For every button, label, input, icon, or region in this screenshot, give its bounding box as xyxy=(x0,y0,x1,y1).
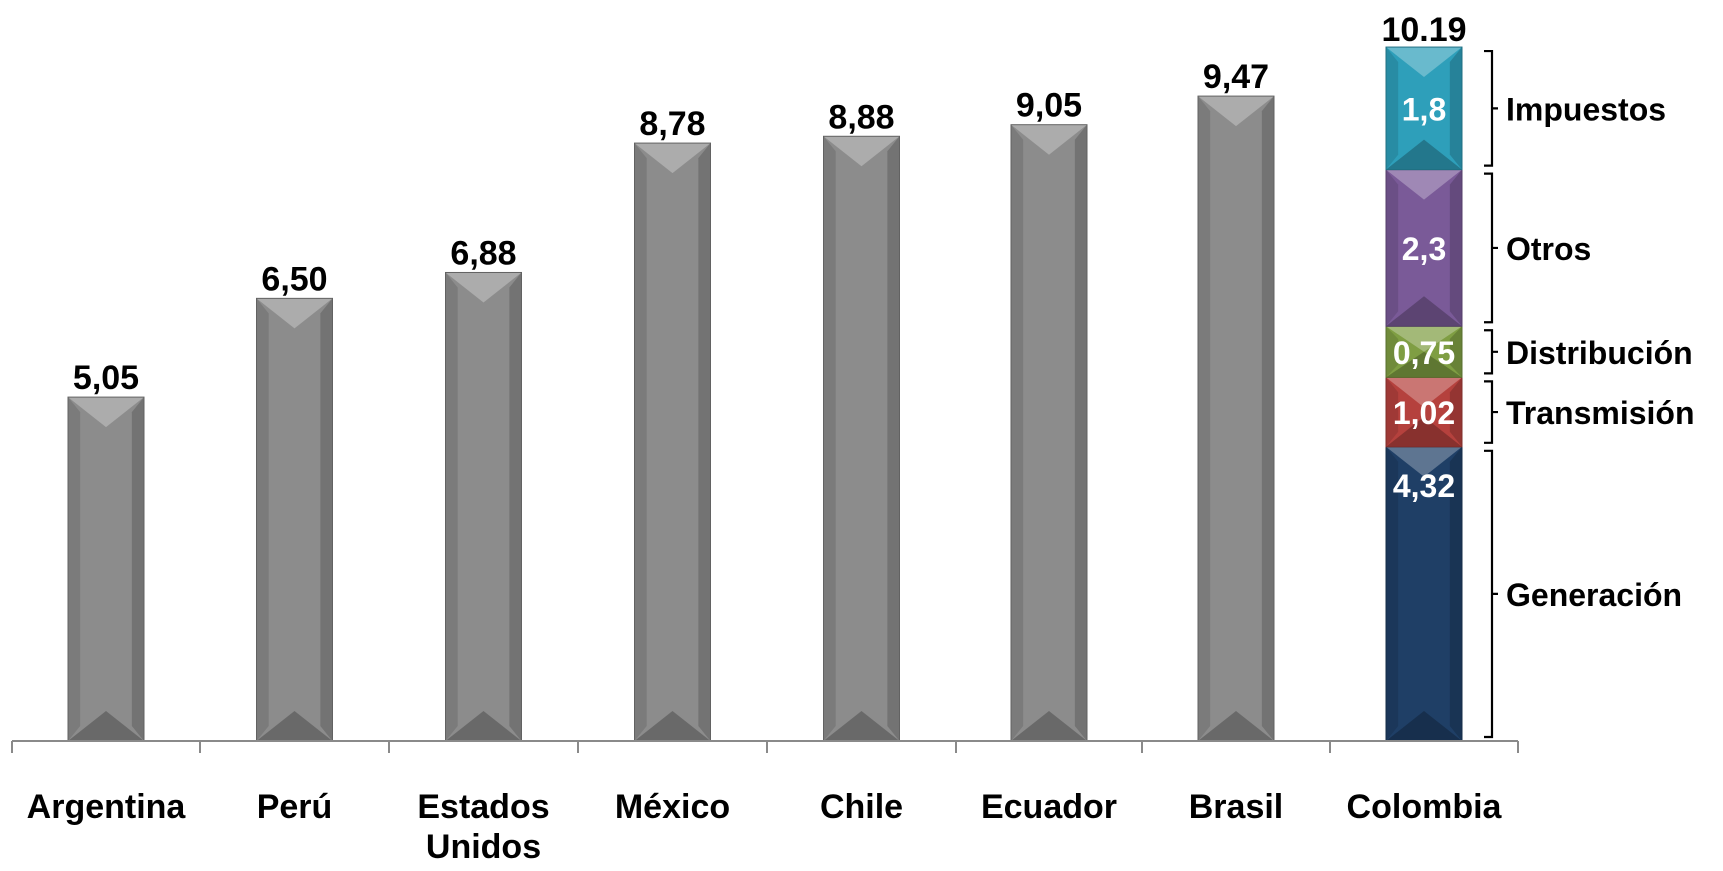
bar xyxy=(256,297,333,742)
bracket xyxy=(1484,172,1498,324)
data-label: 6,88 xyxy=(450,234,516,272)
bracket xyxy=(1484,49,1498,167)
x-tick-label: Perú xyxy=(257,788,333,826)
stacked-segment xyxy=(1385,46,1463,171)
data-label: 9,05 xyxy=(1016,87,1082,125)
stacked-segment xyxy=(1385,446,1463,742)
segment-name: Generación xyxy=(1506,577,1682,613)
bar xyxy=(67,396,145,742)
bar xyxy=(1010,124,1088,742)
x-tick-label: México xyxy=(615,788,730,826)
x-tick-label: Colombia xyxy=(1347,788,1503,826)
x-tick-label: Brasil xyxy=(1189,788,1284,826)
stacked-segment-body xyxy=(1386,446,1462,741)
total-label: 10.19 xyxy=(1381,11,1466,49)
x-axis xyxy=(11,740,1519,753)
bar xyxy=(1197,95,1275,742)
data-label: 9,47 xyxy=(1203,58,1269,96)
segment-label: 1,02 xyxy=(1393,395,1455,431)
stacked-segment xyxy=(1385,376,1463,448)
bar-body xyxy=(823,136,900,742)
stacked-segment xyxy=(1385,169,1463,327)
data-label: 5,05 xyxy=(73,359,139,397)
x-tick-label: Argentina xyxy=(27,788,187,826)
bar-body xyxy=(1198,96,1274,741)
data-label: 6,50 xyxy=(261,260,327,298)
bar-body xyxy=(256,298,333,741)
bar xyxy=(445,271,522,742)
bar xyxy=(634,142,711,742)
segment-name: Impuestos xyxy=(1506,91,1666,127)
bar-body xyxy=(68,397,144,741)
x-tick-label: Unidos xyxy=(426,828,541,866)
bracket xyxy=(1484,449,1498,739)
bar-body xyxy=(634,143,711,741)
segment-label: 4,32 xyxy=(1393,468,1455,504)
segment-label: 2,3 xyxy=(1402,231,1446,267)
segment-name: Otros xyxy=(1506,231,1591,267)
data-label: 8,88 xyxy=(828,98,894,136)
bar-body xyxy=(445,272,522,741)
segment-name: Transmisión xyxy=(1506,395,1695,431)
segment-label: 1,8 xyxy=(1402,91,1446,127)
segment-label: 0,75 xyxy=(1393,335,1455,371)
bar-body xyxy=(1011,124,1087,741)
bracket xyxy=(1484,380,1498,444)
segment-name: Distribución xyxy=(1506,335,1693,371)
data-label: 8,78 xyxy=(639,105,705,143)
brackets-group xyxy=(1484,49,1498,739)
x-tick-label: Ecuador xyxy=(981,788,1117,826)
x-tick-label: Estados xyxy=(417,788,549,826)
bracket xyxy=(1484,329,1498,375)
bars-group xyxy=(67,46,1463,742)
x-tick-label: Chile xyxy=(820,788,903,826)
stacked-segment xyxy=(1385,325,1463,378)
bar xyxy=(823,135,900,742)
